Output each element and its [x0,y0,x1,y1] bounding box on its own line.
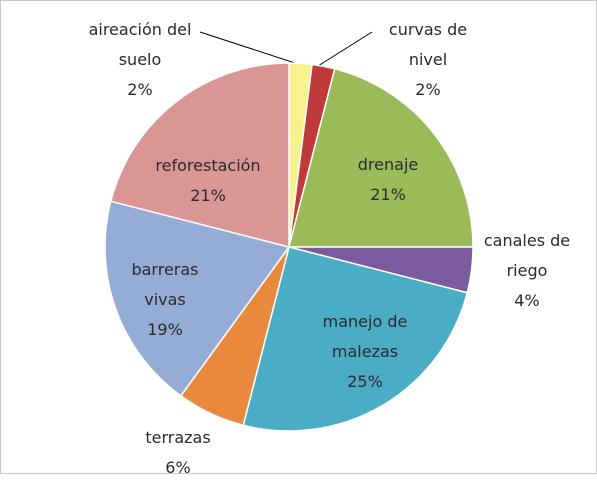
slice-label: barreras vivas 19% [115,255,215,345]
pie-slice [242,246,469,432]
percent-label: 6% [165,458,191,477]
category-label: canales de riego [483,231,571,280]
pie-slice [104,200,291,397]
percent-label: 2% [415,80,441,99]
leader-line [317,31,373,67]
category-label: drenaje [357,155,419,174]
category-label: curvas de nivel [388,20,468,69]
category-label: manejo de malezas [322,312,408,361]
leader-line [199,31,299,65]
slice-label: canales de riego 4% [472,226,582,316]
slice-label: aireación del suelo 2% [70,15,210,105]
slice-label: terrazas 6% [128,423,228,483]
percent-label: 2% [127,80,153,99]
percent-label: 19% [147,320,183,339]
category-label: aireación del suelo [88,20,192,69]
pie-slice [288,67,474,248]
pie-slice [109,62,290,248]
slice-label: curvas de nivel 2% [373,15,483,105]
percent-label: 25% [347,372,383,391]
category-label: reforestación [155,156,261,175]
category-label: barreras vivas [131,260,199,309]
slice-label: reforestación 21% [138,151,278,211]
slice-label: drenaje 21% [338,150,438,210]
percent-label: 21% [190,186,226,205]
percent-label: 4% [514,291,540,310]
category-label: terrazas [145,428,211,447]
percent-label: 21% [370,185,406,204]
slice-label: manejo de malezas 25% [305,307,425,397]
